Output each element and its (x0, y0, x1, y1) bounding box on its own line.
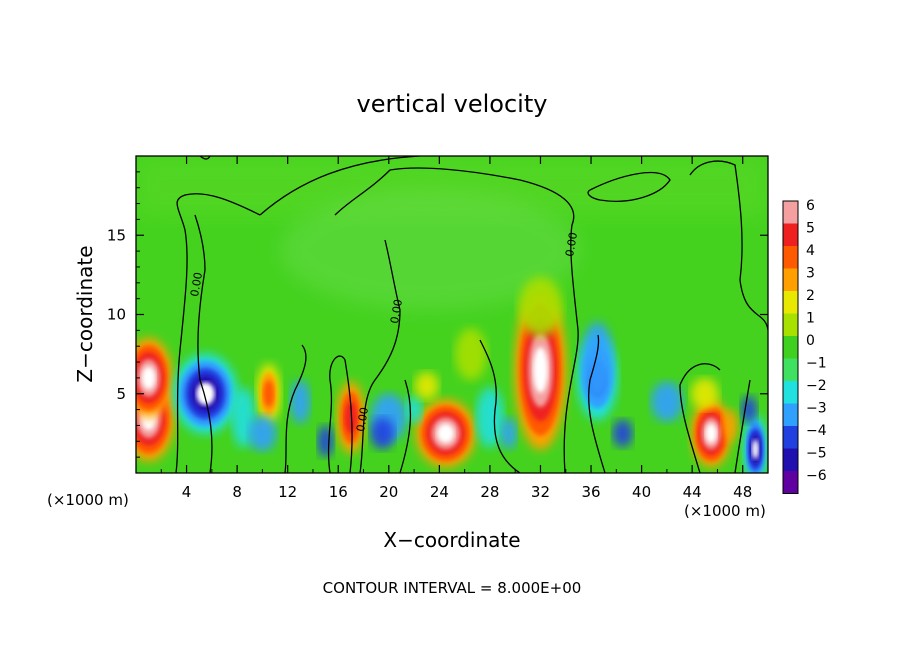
colorbar-label: −3 (806, 401, 827, 417)
colorbar-swatch (783, 201, 798, 224)
x-tick-label: 16 (329, 483, 348, 501)
colorbar-label: 4 (806, 243, 815, 259)
colorbar-swatch (783, 336, 798, 359)
field-patch (518, 276, 563, 337)
zero-contour-line (334, 167, 579, 473)
field-patch (290, 379, 311, 424)
colorbar-label: −6 (806, 468, 827, 484)
zero-contour-line (199, 156, 211, 160)
zero-contour-line (327, 355, 353, 473)
y-axis-label: Z−coordinate (73, 245, 97, 382)
field-patch (722, 409, 739, 442)
field-patch (650, 381, 683, 422)
colorbar-label: 0 (806, 333, 815, 349)
x-tick-label: 36 (581, 483, 600, 501)
x-tick-label: 28 (480, 483, 499, 501)
colorbar: 6 5 4 3 2 1 0 −1 −2 −3 −4 −5 −6 (782, 198, 827, 494)
contour-interval-footer: CONTOUR INTERVAL = 8.000E+00 (323, 579, 582, 597)
x-tick-label: 48 (733, 483, 752, 501)
field-patch (500, 417, 517, 450)
colorbar-swatch (783, 313, 798, 336)
x-tick-label: 12 (278, 483, 297, 501)
field-patch (370, 417, 395, 450)
colorbar-swatch (783, 223, 798, 246)
y-tick-label: 5 (116, 385, 126, 403)
colorbar-swatch (783, 448, 798, 471)
field-patch (317, 425, 334, 458)
colorbar-label: −1 (806, 356, 827, 372)
zero-contour-line (587, 172, 671, 202)
x-tick-label: 20 (379, 483, 398, 501)
y-ticks: 5 10 15 (107, 171, 768, 458)
field-patch (581, 322, 614, 403)
colorbar-swatch (783, 291, 798, 314)
field-patch (406, 395, 423, 424)
contour-label: 0.00 (188, 271, 205, 297)
field-blob (705, 423, 717, 444)
contour-label: 0.00 (354, 406, 371, 432)
chart-title: vertical velocity (357, 90, 548, 118)
field-patch (248, 415, 277, 452)
x-tick-label: 24 (430, 483, 449, 501)
plot-area: 0.00 0.00 0.00 0.00 (136, 156, 768, 473)
field-patch (454, 328, 487, 381)
x-tick-label: 32 (531, 483, 550, 501)
colorbar-swatch (783, 403, 798, 426)
x-tick-label: 40 (632, 483, 651, 501)
x-ticks: 4 8 12 16 20 24 28 32 36 40 44 48 (160, 156, 752, 501)
y-tick-label: 15 (107, 226, 126, 244)
zero-contour-line (359, 239, 401, 473)
zero-contours: 0.00 0.00 0.00 0.00 (175, 156, 768, 473)
field-patch (741, 395, 758, 424)
colorbar-label: 5 (806, 221, 815, 237)
zero-contour-line (479, 339, 521, 473)
x-axis-label: X−coordinate (383, 528, 520, 552)
colorbar-swatch (783, 381, 798, 404)
x-unit-right: (×1000 m) (684, 502, 766, 520)
field-patch (690, 377, 719, 410)
field-blob (533, 347, 548, 393)
x-tick-label: 44 (683, 483, 702, 501)
zero-contour-line (588, 334, 606, 473)
zero-contour-line (399, 379, 412, 473)
x-tick-label: 8 (232, 483, 242, 501)
x-tick-label: 4 (182, 483, 192, 501)
colorbar-label: 6 (806, 198, 815, 214)
zero-contour-line (284, 344, 307, 473)
zero-contour-line (175, 193, 261, 473)
colorbar-frame (782, 200, 799, 494)
y-tick-label: 10 (107, 306, 126, 324)
x-unit-left: (×1000 m) (47, 491, 129, 509)
field-blob (141, 366, 156, 390)
colorbar-label: 1 (806, 311, 815, 327)
colorbar-label: −4 (806, 423, 827, 439)
zero-contour-line (734, 379, 751, 473)
colorbar-swatch (783, 268, 798, 291)
colorbar-swatch (783, 246, 798, 269)
field-blob (751, 439, 759, 459)
zero-contour-line (194, 214, 213, 473)
colorbar-label: −2 (806, 378, 827, 394)
contour-label: 0.00 (388, 298, 405, 324)
colorbar-swatch (783, 471, 798, 494)
field-patch (414, 371, 439, 400)
colorbar-label: −5 (806, 446, 827, 462)
colorbar-label: 3 (806, 266, 815, 282)
field-patch (612, 419, 633, 448)
colorbar-swatch (783, 426, 798, 449)
field-blob (263, 380, 275, 408)
zero-contour-line (259, 156, 421, 216)
zero-contour-line (679, 363, 721, 473)
field-blob (196, 382, 215, 406)
contour-label: 0.00 (563, 231, 580, 257)
field-blob (437, 423, 455, 444)
colorbar-label: 2 (806, 288, 815, 304)
field-patch (475, 387, 504, 448)
zero-contour-line (689, 160, 768, 331)
colorbar-swatch (783, 358, 798, 381)
